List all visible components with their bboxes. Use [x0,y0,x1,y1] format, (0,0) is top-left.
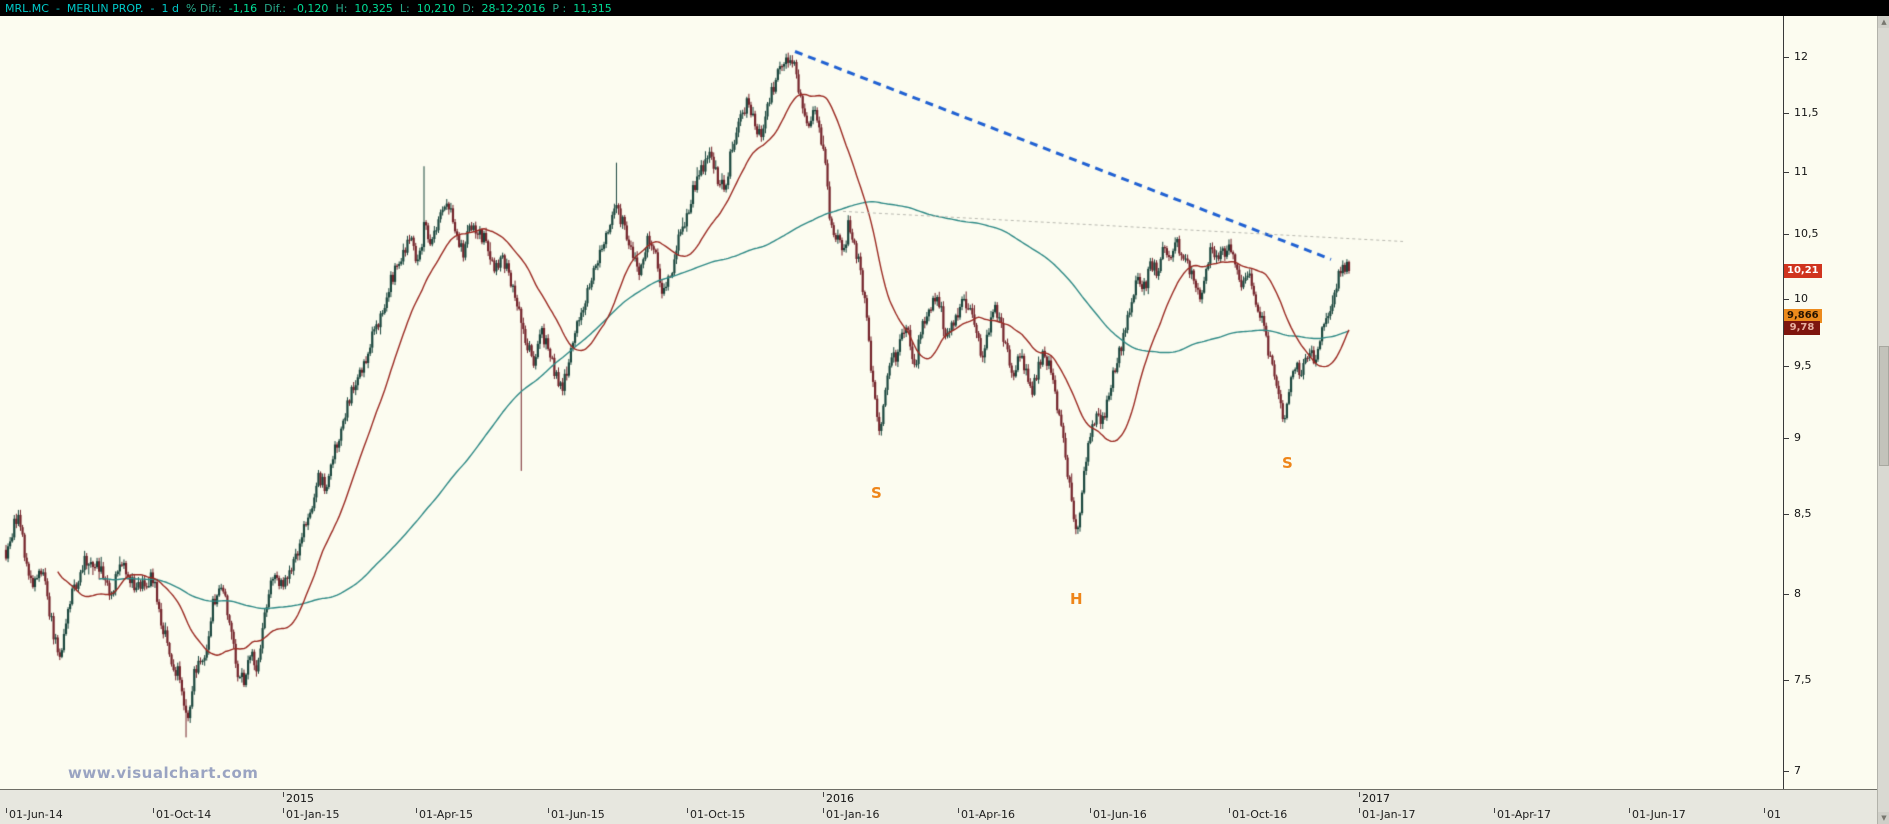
x-axis-date-label: 01-Jan-16 [826,808,880,821]
p-value: 11,315 [573,1,612,15]
x-axis-tick [1359,792,1360,797]
x-axis-tick [958,808,959,813]
x-axis-tick [548,808,549,813]
scroll-up-icon[interactable]: ▲ [1878,16,1889,28]
date-axis[interactable]: 2015 2016 2017 01-Jun-14 01-Oct-14 01-Jan-15 0… [0,789,1889,824]
x-axis-tick [1090,808,1091,813]
x-axis-tick [1764,808,1765,813]
x-axis-tick [823,792,824,797]
x-axis-date-label: 01-Oct-15 [690,808,746,821]
x-axis-date-label: 01-Jun-14 [9,808,63,821]
x-axis-tick [1359,808,1360,813]
price-tick-label: 8 [1794,587,1801,601]
session-date-value: 28-12-2016 [481,1,546,15]
low-label: L: [399,1,410,15]
x-axis-tick [823,808,824,813]
price-tick-mark [1784,233,1789,235]
price-tick-label: 11,5 [1794,106,1819,120]
price-tick-label: 7,5 [1794,672,1812,686]
x-axis-date-label: 01-Jan-17 [1362,808,1416,821]
x-axis-date-label: 01-Oct-16 [1232,808,1288,821]
high-label: H: [335,1,348,15]
x-axis-date-label: 01-Jan-15 [286,808,340,821]
x-axis-date-label: 01-Apr-17 [1497,808,1552,821]
x-axis-date-label: 01-Jun-15 [551,808,605,821]
price-tick-label: 12 [1794,50,1808,63]
x-axis-year-label: 2015 [286,792,314,805]
price-tick-label: 11 [1794,165,1808,179]
x-axis-year-label: 2017 [1362,792,1390,805]
x-axis-tick [283,792,284,797]
price-tick-mark [1784,594,1789,596]
p-label: P : [552,1,567,15]
price-tick-label: 9 [1794,431,1801,445]
price-tick-mark [1784,438,1789,440]
price-tick-label: 10,5 [1794,226,1819,240]
timeframe-label: 1 d [161,1,179,15]
separator: - [150,1,155,15]
high-value: 10,325 [354,1,393,15]
annotation-layer: S H S [0,16,1783,789]
price-chart-canvas[interactable] [0,16,1783,789]
session-date-label: D: [462,1,475,15]
price-tick-mark [1784,298,1789,300]
x-axis-tick [1229,808,1230,813]
scrollbar-thumb[interactable] [1879,346,1889,466]
symbol-label: MRL.MC [5,1,49,15]
x-axis-tick [283,808,284,813]
price-tick-mark [1784,771,1789,772]
price-tick-mark [1784,57,1789,58]
low-value: 10,210 [416,1,456,15]
instrument-name-label: MERLIN PROP. [66,1,144,15]
x-axis-date-label: 01-Apr-16 [961,808,1016,821]
price-tick-label: 10 [1794,291,1808,305]
x-axis-date-label: 01-Jun-16 [1093,808,1147,821]
separator: - [55,1,60,15]
x-axis-year-label: 2016 [826,792,854,805]
x-axis-tick [687,808,688,813]
x-axis-tick [1494,808,1495,813]
price-axis[interactable]: 12 11,5 11 10,5 10 9,5 9 8,5 8 7,5 7 10,21 9,866 9,78 [1783,16,1877,789]
x-axis-date-label: 01 [1767,808,1781,821]
x-axis-tick [153,808,154,813]
x-axis-date-label: 01-Jun-17 [1632,808,1686,821]
ma-teal-price-box: 9,866 [1784,309,1822,324]
annotation-shoulder-left[interactable]: S [871,484,882,502]
price-tick-label: 8,5 [1794,506,1812,520]
vertical-scrollbar[interactable]: ▲ ▼ [1877,16,1889,824]
price-tick-mark [1784,113,1789,115]
x-axis-tick [1629,808,1630,813]
visualchart-watermark: www.visualchart.com [68,764,259,782]
price-tick-mark [1784,679,1789,681]
price-tick-mark [1784,366,1789,368]
price-tick-label: 9,5 [1794,359,1812,373]
pct-dif-label: % Dif.: [185,1,222,15]
dif-value: -0,120 [292,1,329,15]
x-axis-date-label: 01-Apr-15 [419,808,474,821]
ma-red-price-box: 9,78 [1784,320,1820,335]
annotation-shoulder-right[interactable]: S [1282,454,1293,472]
annotation-head[interactable]: H [1070,590,1083,608]
scroll-down-icon[interactable]: ▼ [1878,812,1889,824]
price-tick-mark [1784,513,1789,515]
dif-label: Dif.: [264,1,286,15]
pct-dif-value: -1,16 [228,1,258,15]
price-tick-mark [1784,172,1789,174]
x-axis-tick [416,808,417,813]
x-axis-tick [6,808,7,813]
last-price-box: 10,21 [1784,263,1822,278]
price-tick-label: 7 [1794,764,1801,777]
x-axis-date-label: 01-Oct-14 [156,808,212,821]
chart-info-bar: MRL.MC - MERLIN PROP. - 1 d % Dif.: -1,1… [0,0,1889,16]
